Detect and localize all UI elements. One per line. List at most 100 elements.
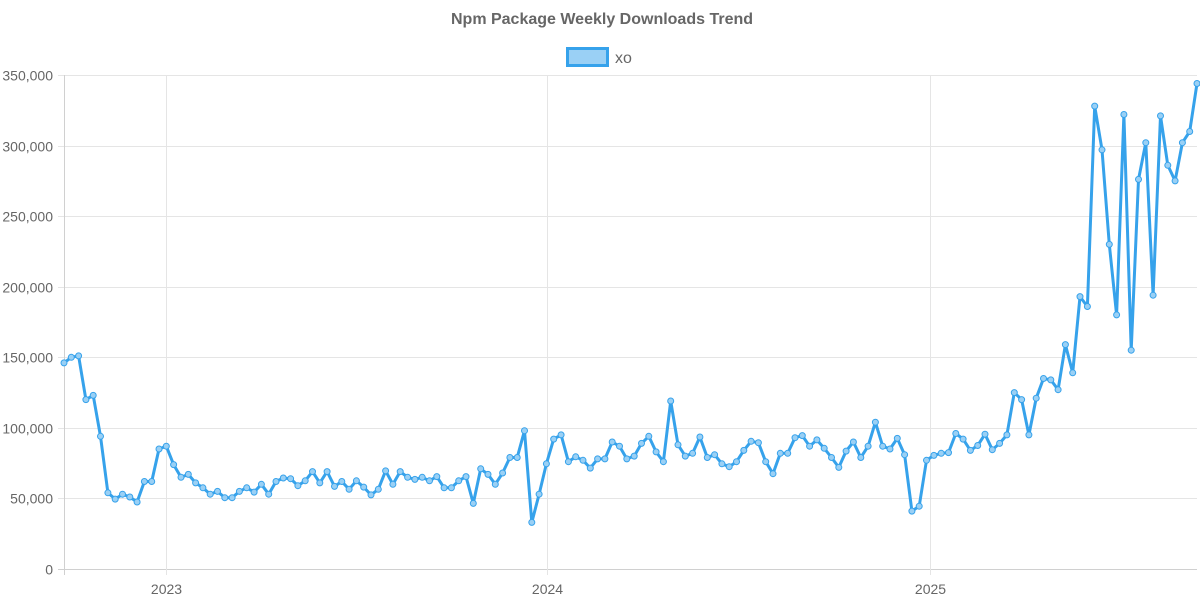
data-point[interactable] (323, 468, 331, 476)
data-point[interactable] (608, 438, 616, 446)
data-point[interactable] (287, 475, 295, 483)
data-point[interactable] (374, 485, 382, 493)
data-point[interactable] (769, 470, 777, 478)
data-point[interactable] (915, 502, 923, 510)
data-point[interactable] (214, 487, 221, 495)
data-point[interactable] (966, 446, 974, 454)
data-point[interactable] (1186, 128, 1194, 135)
data-point[interactable] (923, 456, 930, 464)
data-point[interactable] (528, 518, 536, 526)
data-point[interactable] (89, 391, 97, 399)
data-point[interactable] (550, 435, 558, 443)
data-point[interactable] (513, 454, 521, 461)
data-point[interactable] (1113, 311, 1121, 319)
data-point[interactable] (1171, 177, 1179, 185)
data-point[interactable] (689, 449, 697, 457)
data-point[interactable] (82, 396, 90, 404)
data-point[interactable] (659, 458, 667, 466)
data-point[interactable] (404, 473, 412, 481)
data-point[interactable] (893, 434, 901, 442)
data-point[interactable] (718, 460, 726, 468)
data-point[interactable] (842, 447, 850, 455)
legend[interactable]: xo (566, 47, 633, 68)
data-point[interactable] (828, 454, 835, 461)
data-point[interactable] (674, 441, 682, 449)
data-point[interactable] (499, 469, 507, 477)
data-point[interactable] (1047, 376, 1055, 384)
data-point[interactable] (140, 478, 148, 485)
data-point[interactable] (981, 430, 989, 438)
data-point[interactable] (1091, 102, 1099, 110)
data-point[interactable] (199, 484, 207, 492)
data-point[interactable] (506, 454, 514, 461)
data-point[interactable] (879, 442, 887, 450)
data-point[interactable] (667, 397, 675, 405)
data-point[interactable] (170, 461, 178, 469)
data-point[interactable] (294, 482, 302, 490)
data-point[interactable] (1010, 389, 1018, 397)
data-point[interactable] (623, 455, 631, 463)
data-point[interactable] (784, 449, 792, 457)
data-point[interactable] (864, 442, 872, 450)
data-point[interactable] (806, 442, 814, 450)
data-point[interactable] (1083, 303, 1091, 310)
data-point[interactable] (703, 454, 711, 461)
data-point[interactable] (228, 494, 236, 502)
data-point[interactable] (945, 449, 952, 457)
data-point[interactable] (484, 470, 492, 478)
data-point[interactable] (901, 451, 909, 459)
data-point[interactable] (645, 432, 653, 440)
data-point[interactable] (886, 445, 894, 453)
data-point[interactable] (572, 453, 580, 461)
data-point[interactable] (521, 427, 528, 435)
data-point[interactable] (75, 352, 83, 360)
data-point[interactable] (192, 479, 200, 487)
data-point[interactable] (988, 446, 996, 454)
data-point[interactable] (235, 487, 243, 495)
data-point[interactable] (243, 484, 251, 492)
data-point[interactable] (111, 495, 119, 503)
data-point[interactable] (959, 435, 967, 443)
data-point[interactable] (104, 489, 112, 497)
data-point[interactable] (652, 448, 660, 456)
data-point[interactable] (360, 483, 368, 491)
data-point[interactable] (835, 463, 843, 471)
data-point[interactable] (594, 455, 602, 463)
data-point[interactable] (155, 445, 163, 453)
data-point[interactable] (119, 490, 126, 498)
data-point[interactable] (491, 480, 499, 488)
data-point[interactable] (206, 490, 214, 498)
data-point[interactable] (338, 478, 346, 485)
data-point[interactable] (477, 465, 485, 473)
data-point[interactable] (162, 442, 170, 450)
data-point[interactable] (1032, 394, 1040, 402)
data-point[interactable] (740, 446, 748, 454)
data-point[interactable] (1178, 139, 1186, 147)
data-point[interactable] (462, 473, 470, 481)
data-point[interactable] (1157, 112, 1164, 120)
data-point[interactable] (996, 439, 1004, 447)
data-point[interactable] (1018, 396, 1026, 404)
data-point[interactable] (1193, 80, 1200, 87)
data-point[interactable] (126, 493, 134, 501)
data-point[interactable] (133, 498, 141, 506)
data-point[interactable] (1003, 431, 1011, 439)
data-point[interactable] (616, 442, 623, 450)
data-point[interactable] (681, 452, 689, 460)
data-point[interactable] (711, 451, 719, 459)
data-point[interactable] (301, 477, 309, 485)
data-point[interactable] (331, 482, 338, 490)
data-point[interactable] (937, 449, 945, 457)
data-point[interactable] (564, 458, 572, 466)
data-point[interactable] (725, 463, 733, 471)
data-point[interactable] (820, 444, 828, 452)
data-point[interactable] (221, 494, 229, 502)
data-point[interactable] (871, 418, 879, 426)
data-point[interactable] (952, 430, 960, 437)
data-point[interactable] (367, 491, 375, 499)
data-point[interactable] (426, 477, 433, 485)
data-point[interactable] (316, 479, 324, 487)
data-point[interactable] (813, 436, 821, 444)
data-point[interactable] (601, 455, 609, 463)
data-point[interactable] (776, 449, 784, 457)
